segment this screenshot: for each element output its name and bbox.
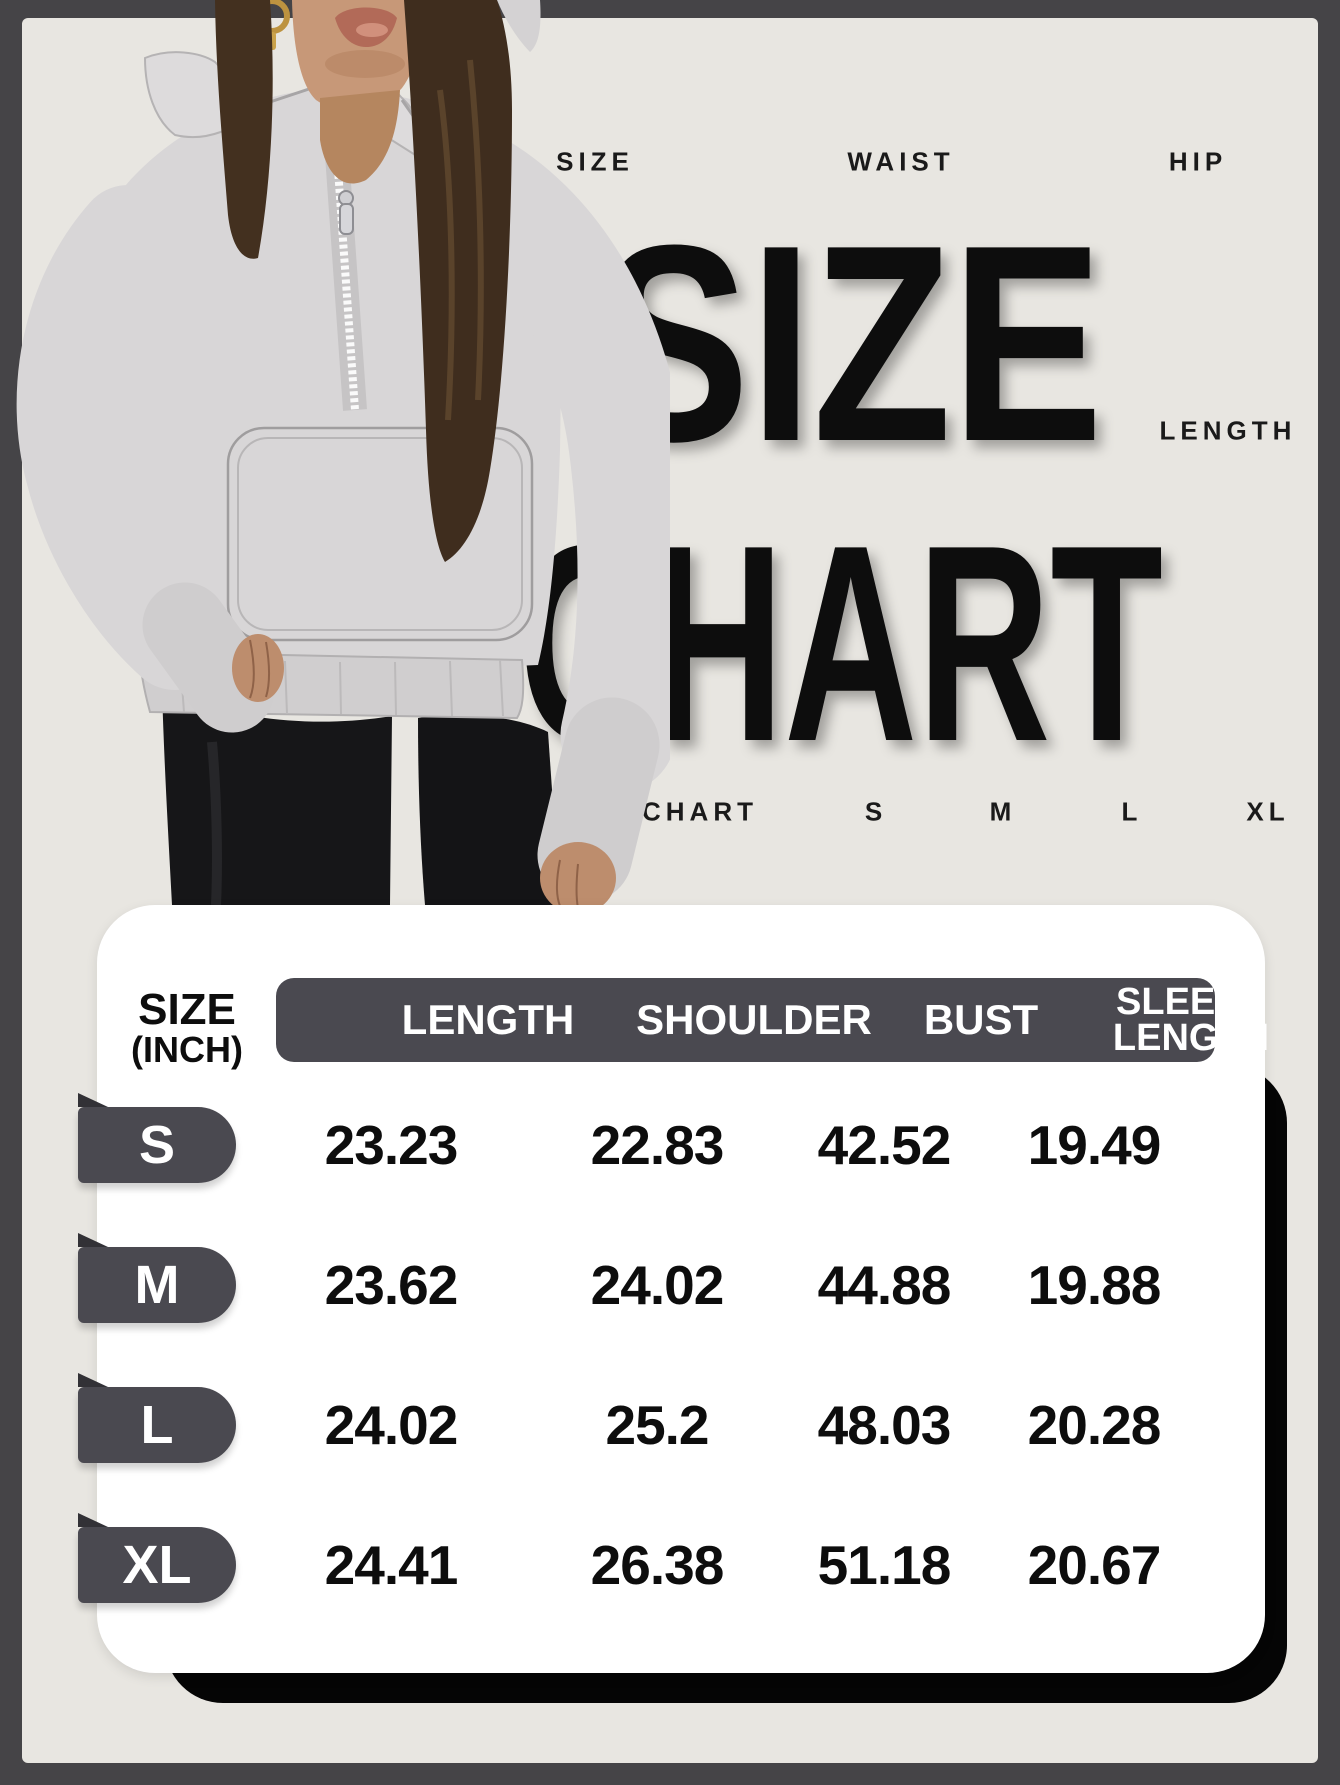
ghost-label-length: LENGTH (1159, 415, 1297, 446)
cell-shoulder: 25.2 (605, 1394, 709, 1456)
column-header-sleeve-length: SLEEVE LENGTH (1112, 980, 1270, 1059)
hoodie-pocket-stitch (237, 437, 523, 631)
hood-top-right (497, 0, 541, 52)
cell-length: 23.23 (324, 1114, 459, 1176)
ghost-label-l: L (1121, 796, 1143, 827)
ghost-label-s: S (864, 796, 888, 827)
cell-sleeve: 20.67 (1027, 1534, 1162, 1596)
ghost-label-waist: WAIST (847, 146, 955, 177)
chin-shadow (325, 50, 405, 78)
ghost-label-chart: CHART (642, 796, 758, 827)
hair-left (215, 0, 273, 259)
left-cuff (142, 582, 275, 733)
leggings-right-leg (418, 714, 560, 905)
title-line1: SIZE (598, 188, 1103, 500)
cell-length: 24.41 (324, 1534, 459, 1596)
model-photo (16, 0, 670, 910)
size-tag-m: M (78, 1233, 236, 1323)
column-header-bar: LENGTH SHOULDER BUST SLEEVE LENGTH (276, 978, 1269, 1062)
size-chart-card: SIZE (INCH) LENGTH SHOULDER BUST SLEEVE … (78, 905, 1269, 1673)
cell-bust: 42.52 (817, 1114, 952, 1176)
cell-sleeve: 19.88 (1027, 1254, 1162, 1316)
ghost-label-xl: XL (1246, 796, 1290, 827)
cell-sleeve: 19.49 (1027, 1114, 1162, 1176)
zipper-pull (339, 203, 354, 235)
cell-bust: 44.88 (817, 1254, 952, 1316)
left-hand (232, 634, 284, 702)
right-cuff (537, 697, 660, 903)
cell-shoulder: 24.02 (590, 1254, 725, 1316)
cell-length: 23.62 (324, 1254, 459, 1316)
hair-highlight (437, 59, 484, 421)
size-tag-l: L (78, 1373, 236, 1463)
column-header-shoulder: SHOULDER (636, 996, 872, 1044)
zipper-teeth (328, 83, 359, 411)
leggings-sheen (207, 741, 222, 906)
corner-header-line1: SIZE (138, 985, 236, 1034)
lip-gloss (356, 23, 388, 37)
corner-header: SIZE (INCH) (131, 988, 243, 1068)
ghost-label-m: M (989, 796, 1017, 827)
ghost-label-size: SIZE (556, 146, 634, 177)
cell-bust: 51.18 (817, 1534, 952, 1596)
ghost-label-hip: HIP (1168, 146, 1228, 177)
cell-bust: 48.03 (817, 1394, 952, 1456)
zipper-ring (338, 190, 354, 206)
cell-shoulder: 22.83 (590, 1114, 725, 1176)
size-tag-s: S (78, 1093, 236, 1183)
column-header-bust: BUST (923, 996, 1039, 1044)
left-hand-fingers (249, 639, 270, 699)
neck (320, 90, 400, 184)
hair-right (404, 0, 512, 562)
size-tag-xl: XL (78, 1513, 236, 1603)
corner-header-line2: (INCH) (131, 1029, 243, 1070)
right-sleeve (412, 127, 670, 793)
cell-length: 24.02 (324, 1394, 459, 1456)
leggings-left-leg (162, 688, 392, 905)
left-sleeve (16, 185, 225, 690)
cell-sleeve: 20.28 (1027, 1394, 1162, 1456)
cell-shoulder: 26.38 (590, 1534, 725, 1596)
column-header-length: LENGTH (401, 996, 575, 1044)
